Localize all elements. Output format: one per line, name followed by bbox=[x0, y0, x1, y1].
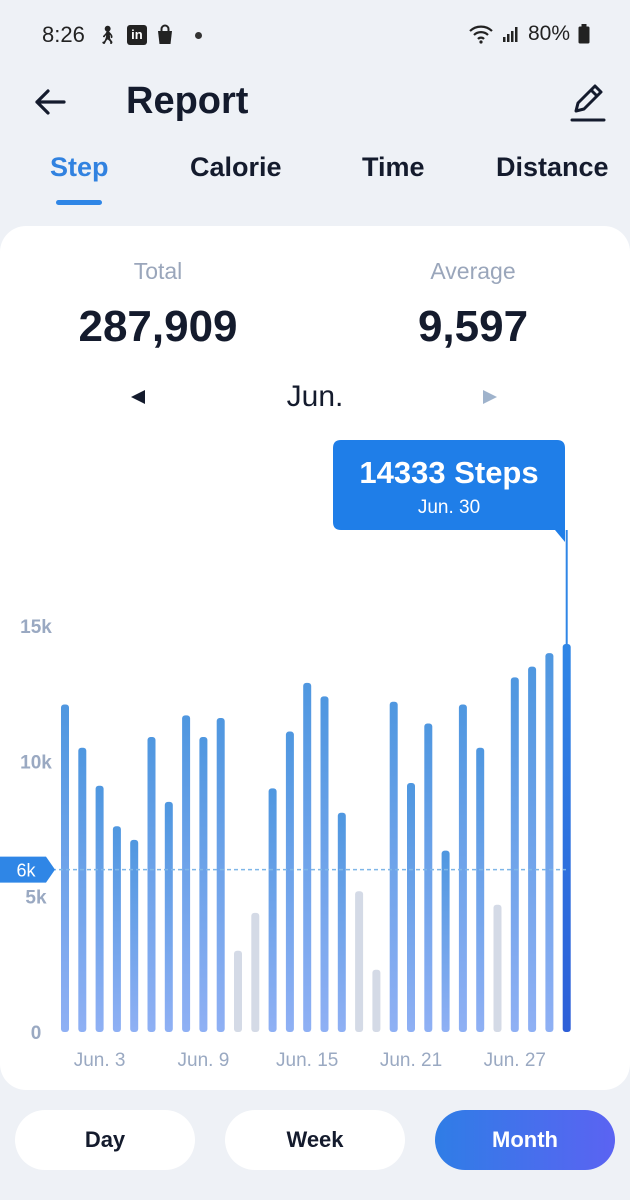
week-button[interactable]: Week bbox=[225, 1110, 405, 1170]
wifi-icon bbox=[469, 25, 493, 44]
shopping-bag-icon bbox=[157, 24, 172, 44]
total-value: 287,909 bbox=[78, 302, 238, 351]
tooltip-date: Jun. 30 bbox=[418, 497, 480, 518]
tab-distance[interactable]: Distance bbox=[496, 152, 609, 182]
bar-jun-6[interactable] bbox=[147, 736, 156, 1032]
average-label: Average bbox=[430, 258, 516, 284]
bar-jun-15[interactable] bbox=[303, 682, 312, 1032]
bars bbox=[61, 644, 571, 1032]
arrow-left-icon bbox=[35, 89, 66, 115]
edit-button[interactable] bbox=[568, 80, 608, 124]
goal-tag-label: 6k bbox=[16, 861, 36, 881]
next-period-button[interactable] bbox=[483, 390, 497, 404]
bar-jun-27[interactable] bbox=[510, 677, 519, 1032]
bar-jun-24[interactable] bbox=[458, 704, 467, 1032]
x-tick-label: Jun. 9 bbox=[178, 1050, 230, 1071]
bar-jun-4[interactable] bbox=[112, 826, 121, 1032]
tab-step[interactable]: Step bbox=[50, 152, 109, 182]
x-tick-label: Jun. 21 bbox=[380, 1050, 442, 1071]
bar-jun-11[interactable] bbox=[234, 950, 242, 1032]
tab-calorie[interactable]: Calorie bbox=[190, 152, 282, 182]
bar-jun-20[interactable] bbox=[389, 701, 398, 1032]
bar-jun-25[interactable] bbox=[476, 747, 485, 1032]
average-value: 9,597 bbox=[417, 302, 529, 351]
x-tick-label: Jun. 3 bbox=[74, 1050, 126, 1071]
y-tick-label: 15k bbox=[20, 617, 52, 638]
bar-jun-5[interactable] bbox=[130, 839, 139, 1032]
month-button[interactable]: Month bbox=[435, 1110, 615, 1170]
walk-icon: 🚶︎ bbox=[96, 25, 119, 45]
selected-bar-tooltip: 14333 Steps Jun. 30 bbox=[333, 440, 565, 542]
bar-jun-22[interactable] bbox=[424, 723, 433, 1032]
page-title: Report bbox=[126, 80, 249, 122]
linkedin-icon: in bbox=[126, 25, 147, 45]
range-selector: Day Week Month bbox=[0, 1100, 630, 1190]
status-right: 80% bbox=[468, 22, 590, 46]
report-card: Total 287,909 Average 9,597 Jun. 0 5k 10k 1… bbox=[0, 226, 630, 1090]
status-notification-icons: 🚶︎ in bbox=[96, 24, 202, 46]
bar-jun-10[interactable] bbox=[216, 718, 225, 1032]
bar-jun-28[interactable] bbox=[528, 666, 537, 1032]
signal-icon bbox=[502, 27, 518, 42]
x-tick-label: Jun. 15 bbox=[276, 1050, 338, 1071]
goal-tag-shape bbox=[0, 856, 55, 883]
bar-jun-2[interactable] bbox=[78, 747, 87, 1032]
bar-jun-9[interactable] bbox=[199, 736, 208, 1032]
period-label: Jun. bbox=[286, 380, 344, 413]
bar-jun-23[interactable] bbox=[441, 850, 450, 1032]
bar-jun-16[interactable] bbox=[320, 696, 329, 1032]
y-tick-label: 10k bbox=[20, 752, 52, 773]
bar-jun-17[interactable] bbox=[337, 812, 346, 1032]
tooltip-title: 14333 Steps bbox=[359, 455, 538, 490]
status-time: 8:26 bbox=[42, 22, 85, 47]
bar-jun-1[interactable] bbox=[61, 704, 69, 1032]
bar-jun-30[interactable] bbox=[562, 644, 571, 1032]
metric-tabs: Step Calorie Time Distance bbox=[0, 148, 630, 208]
goal-tag: 6k bbox=[0, 856, 55, 883]
bar-jun-14[interactable] bbox=[285, 731, 294, 1032]
previous-period-button[interactable] bbox=[131, 390, 145, 404]
tab-time[interactable]: Time bbox=[362, 152, 425, 182]
bar-jun-12[interactable] bbox=[251, 912, 260, 1032]
dot-icon bbox=[194, 31, 202, 39]
x-axis: Jun. 3 Jun. 9 Jun. 15 Jun. 21 Jun. 27 bbox=[74, 1050, 546, 1071]
bar-jun-3[interactable] bbox=[95, 785, 104, 1032]
bar-jun-21[interactable] bbox=[407, 782, 415, 1032]
bar-jun-13[interactable] bbox=[268, 788, 277, 1032]
tooltip-bubble bbox=[333, 440, 565, 542]
bar-jun-29[interactable] bbox=[545, 653, 554, 1032]
bar-jun-8[interactable] bbox=[182, 715, 191, 1032]
period-selector: Jun. bbox=[0, 376, 630, 420]
battery-percent: 80% bbox=[527, 22, 570, 45]
y-tick-label: 0 bbox=[31, 1023, 42, 1044]
back-button[interactable] bbox=[30, 82, 70, 122]
active-tab-indicator bbox=[56, 200, 102, 205]
bar-jun-26[interactable] bbox=[493, 904, 502, 1032]
pencil-icon bbox=[570, 84, 606, 122]
bar-jun-19[interactable] bbox=[372, 969, 381, 1032]
battery-icon bbox=[578, 24, 590, 44]
x-tick-label: Jun. 27 bbox=[484, 1050, 546, 1071]
y-axis: 0 5k 10k 15k bbox=[20, 617, 52, 1044]
bar-jun-7[interactable] bbox=[164, 801, 173, 1032]
status-bar: 8:26 🚶︎ in 80% bbox=[0, 0, 630, 70]
header: Report bbox=[0, 70, 630, 140]
bar-jun-18[interactable] bbox=[355, 891, 364, 1032]
y-tick-label: 5k bbox=[25, 888, 47, 909]
total-label: Total bbox=[133, 258, 183, 284]
day-button[interactable]: Day bbox=[15, 1110, 195, 1170]
